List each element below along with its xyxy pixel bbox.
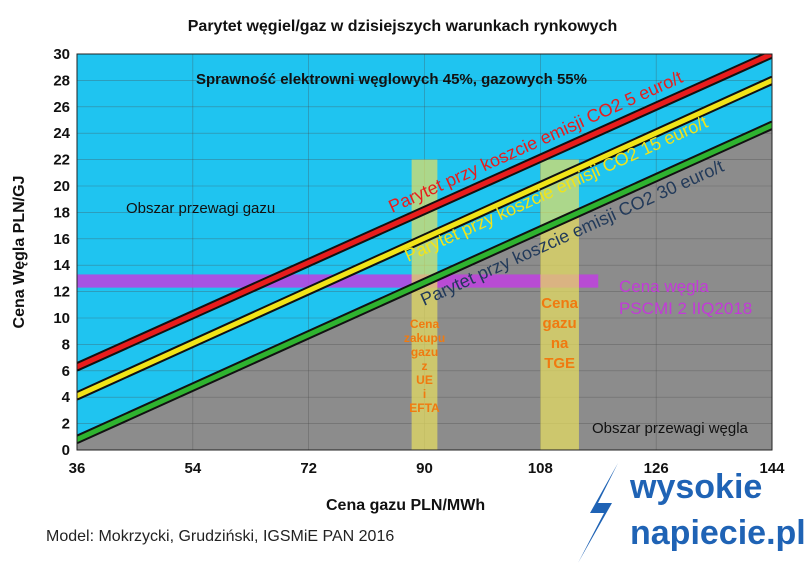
- gas-ue-label: zakupu: [404, 331, 445, 345]
- y-axis-label: Cena Węgla PLN/GJ: [11, 176, 28, 329]
- gas-price-band: [540, 159, 579, 450]
- series-line: [77, 54, 772, 370]
- gas-ue-label: EFTA: [409, 401, 440, 415]
- x-tick-label: 72: [300, 460, 317, 477]
- y-tick-label: 8: [62, 336, 70, 353]
- x-tick-label: 126: [644, 460, 669, 477]
- y-tick-label: 28: [53, 72, 70, 89]
- y-tick-label: 6: [62, 363, 70, 380]
- x-tick-label: 54: [184, 460, 201, 477]
- series-lines: [77, 54, 772, 444]
- gas-ue-label: Cena: [410, 317, 440, 331]
- y-tick-label: 24: [53, 125, 70, 142]
- chart-title: Parytet węgiel/gaz w dzisiejszych warunk…: [187, 18, 618, 35]
- logo-text-2: napiecie.pl: [630, 514, 805, 552]
- y-tick-label: 12: [53, 284, 70, 301]
- y-tick-label: 18: [53, 204, 70, 221]
- x-axis-label: Cena gazu PLN/MWh: [326, 497, 486, 514]
- logo: wysokie napiecie.pl: [560, 458, 805, 568]
- efficiency-annotation: Sprawność elektrowni węglowych 45%, gazo…: [196, 71, 587, 88]
- gas-ue-label: i: [423, 387, 426, 401]
- y-tick-label: 16: [53, 231, 70, 248]
- x-tick-label: 90: [416, 460, 433, 477]
- gas-tge-label: gazu: [543, 315, 577, 332]
- x-tick-label: 36: [69, 460, 86, 477]
- gas-tge-label: Cena: [541, 295, 578, 312]
- y-tick-label: 14: [53, 257, 70, 274]
- coal-price-label-2: PSCMI 2 IIQ2018: [619, 299, 752, 318]
- gas-ue-label: z: [422, 359, 428, 373]
- plot-frame: [76, 53, 773, 451]
- x-tick-label: 144: [759, 460, 785, 477]
- y-tick-label: 22: [53, 152, 70, 169]
- axes: [76, 53, 773, 451]
- y-tick-label: 30: [53, 46, 70, 63]
- y-tick-label: 10: [53, 310, 70, 327]
- x-tick-label: 108: [528, 460, 553, 477]
- y-tick-label: 4: [62, 389, 71, 406]
- gas-tge-label: na: [551, 335, 569, 352]
- coal-region-label: Obszar przewagi węgla: [592, 420, 749, 437]
- gas-ue-label: UE: [416, 373, 433, 387]
- series-line: [77, 77, 772, 399]
- model-note: Model: Mokrzycki, Grudziński, IGSMiE PAN…: [46, 528, 395, 545]
- gas-tge-label: TGE: [544, 355, 575, 372]
- coal-price-label-1: Cena węgla: [619, 277, 709, 296]
- y-tick-label: 0: [62, 442, 70, 459]
- logo-text-1: wysokie: [630, 468, 763, 506]
- series-line: [77, 122, 772, 442]
- gas-region-label: Obszar przewagi gazu: [126, 200, 275, 217]
- y-tick-label: 26: [53, 99, 70, 116]
- y-tick-label: 20: [53, 178, 70, 195]
- lightning-icon: [578, 463, 618, 563]
- y-tick-label: 2: [62, 416, 70, 433]
- gas-ue-label: gazu: [411, 345, 438, 359]
